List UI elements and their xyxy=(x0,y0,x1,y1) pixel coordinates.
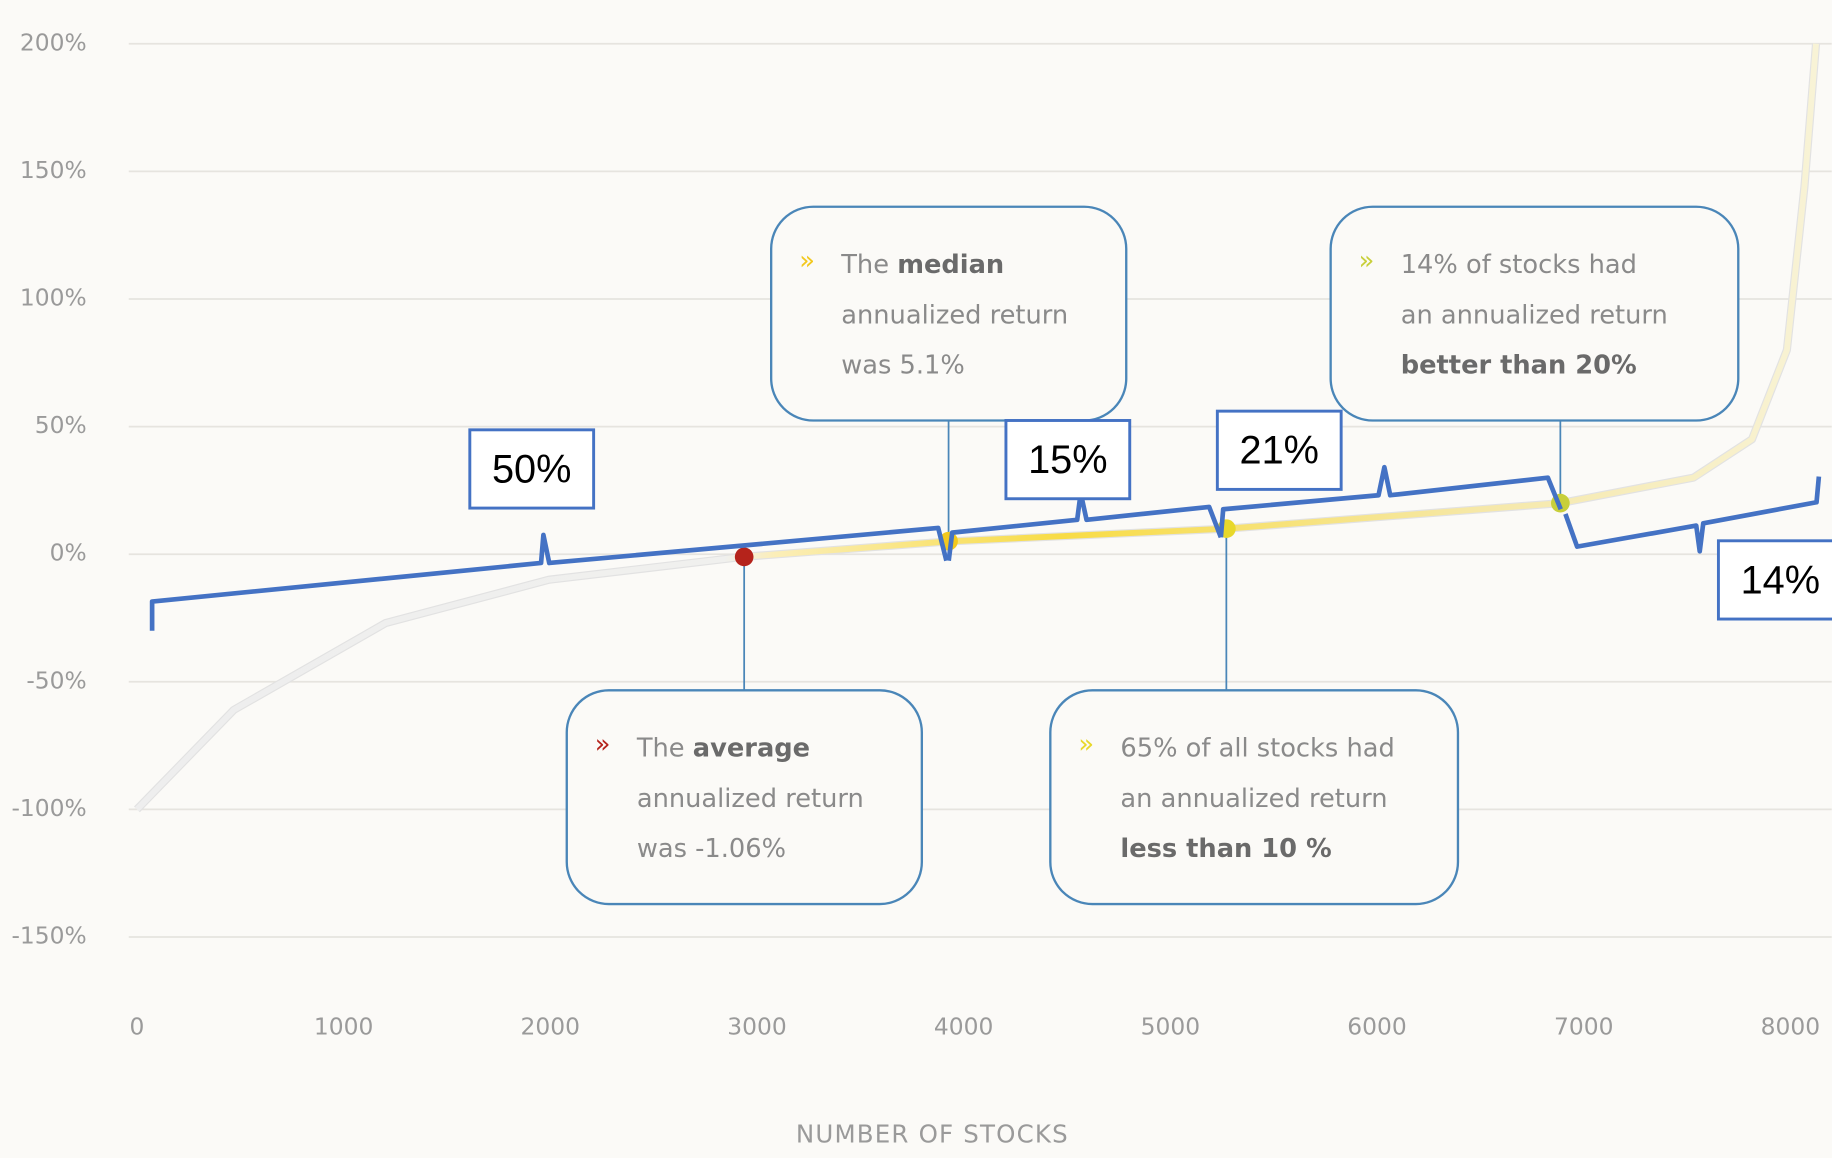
callout-text: annualized return xyxy=(841,300,1068,330)
callout-bullet: » xyxy=(1359,246,1375,276)
callout-text: The median xyxy=(840,250,1004,280)
callout-segment: an annualized return xyxy=(1401,300,1668,330)
callout-segment: less than 10 % xyxy=(1120,834,1331,864)
highlight-point xyxy=(734,547,754,567)
callout-segment: average xyxy=(693,733,810,763)
callout-segment: 65% of all stocks had xyxy=(1120,733,1394,763)
x-tick-label: 7000 xyxy=(1554,1012,1613,1040)
y-tick-label: 200% xyxy=(20,28,87,56)
y-tick-label: 150% xyxy=(20,156,87,184)
bracket-label: 14% xyxy=(1741,558,1820,602)
x-axis-label: NUMBER OF STOCKS xyxy=(796,1119,1069,1148)
y-tick-label: 0% xyxy=(50,539,87,567)
callout-text: an annualized return xyxy=(1120,783,1387,813)
callout-bullet: » xyxy=(1078,730,1094,760)
callout-segment: was 5.1% xyxy=(841,350,965,380)
callout-bullet: » xyxy=(595,730,611,760)
callout-text: annualized return xyxy=(637,783,864,813)
x-tick-label: 5000 xyxy=(1141,1012,1200,1040)
callout-text: The average xyxy=(636,733,810,763)
callout-segment: better than 20% xyxy=(1401,350,1637,380)
x-tick-label: 8000 xyxy=(1761,1012,1820,1040)
bracket-label: 15% xyxy=(1028,438,1107,482)
callout-segment: annualized return xyxy=(637,783,864,813)
bracket-label-box xyxy=(1215,409,1343,491)
y-tick-label: -50% xyxy=(26,666,86,694)
callout-box xyxy=(769,205,1128,422)
y-tick-label: 50% xyxy=(35,411,87,439)
callout-text: 14% of stocks had xyxy=(1401,250,1637,280)
y-tick-label: -100% xyxy=(11,794,86,822)
callout-box xyxy=(1049,689,1460,906)
bracket-label-box xyxy=(1716,539,1832,621)
bracket xyxy=(1218,464,1563,538)
y-tick-label: -150% xyxy=(11,922,86,950)
callout-text: was 5.1% xyxy=(841,350,965,380)
callout-box xyxy=(1329,205,1740,422)
callout-segment: an annualized return xyxy=(1120,783,1387,813)
x-tick-label: 0 xyxy=(129,1012,144,1040)
callout-text: was -1.06% xyxy=(637,834,786,864)
callout-text: an annualized return xyxy=(1401,300,1668,330)
callout-bullet: » xyxy=(799,246,815,276)
y-tick-label: 100% xyxy=(20,283,87,311)
callout-segment: The xyxy=(636,733,685,763)
x-tick-label: 4000 xyxy=(934,1012,993,1040)
callout-text: 65% of all stocks had xyxy=(1120,733,1394,763)
callout-segment: annualized return xyxy=(841,300,1068,330)
x-tick-label: 6000 xyxy=(1347,1012,1406,1040)
callout-text: better than 20% xyxy=(1401,350,1637,380)
callout-text: less than 10 % xyxy=(1120,834,1331,864)
x-tick-label: 3000 xyxy=(727,1012,786,1040)
bracket xyxy=(149,525,949,631)
callout-segment: 14% of stocks had xyxy=(1401,250,1637,280)
callout-segment: The xyxy=(840,250,889,280)
bracket-label: 21% xyxy=(1240,429,1319,473)
bracket-label: 50% xyxy=(492,447,571,491)
x-tick-label: 2000 xyxy=(521,1012,580,1040)
callout-segment: median xyxy=(897,250,1004,280)
bracket xyxy=(1563,476,1822,554)
x-tick-label: 1000 xyxy=(314,1012,373,1040)
bracket-label-box xyxy=(1004,419,1132,501)
callout-segment: was -1.06% xyxy=(637,834,786,864)
callout-box xyxy=(565,689,924,906)
bracket-label-box xyxy=(468,428,596,510)
